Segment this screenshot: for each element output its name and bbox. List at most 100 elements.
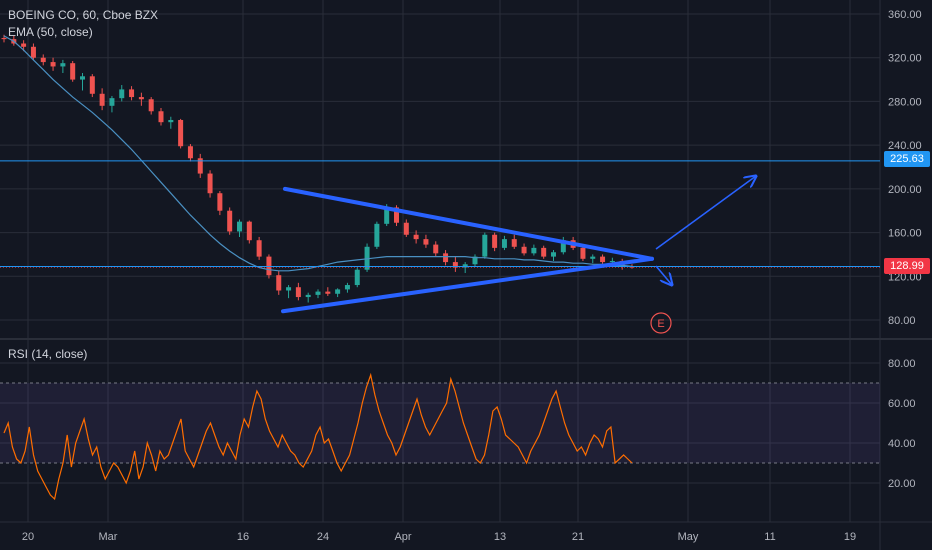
- time-tick-label[interactable]: 13: [494, 531, 506, 543]
- price-axis[interactable]: 360.00 320.00 280.00 240.00 200.00 160.00 120.…: [888, 9, 922, 490]
- candle[interactable]: [30, 46, 36, 58]
- candle[interactable]: [256, 240, 262, 257]
- candle[interactable]: [462, 264, 468, 268]
- rsi-line[interactable]: [3, 372, 633, 501]
- rsi-pane[interactable]: [0, 372, 880, 501]
- ema-legend-label[interactable]: EMA (50, close): [8, 25, 93, 39]
- candle[interactable]: [266, 256, 272, 276]
- candle[interactable]: [80, 76, 85, 80]
- candle[interactable]: [521, 246, 527, 254]
- time-tick-label[interactable]: 24: [317, 531, 329, 543]
- candle[interactable]: [325, 291, 331, 294]
- price-tick-label[interactable]: 160.00: [888, 228, 922, 240]
- rsi-tick-label[interactable]: 40.00: [888, 438, 916, 450]
- candle[interactable]: [237, 221, 242, 232]
- candle[interactable]: [99, 93, 105, 106]
- candle[interactable]: [70, 63, 76, 80]
- candle[interactable]: [148, 99, 154, 112]
- candle[interactable]: [551, 252, 556, 257]
- candle[interactable]: [197, 158, 203, 174]
- candle[interactable]: [443, 253, 449, 263]
- candle[interactable]: [501, 239, 507, 248]
- triangle-upper-trendline[interactable]: [283, 186, 654, 261]
- time-tick-label[interactable]: 19: [844, 531, 856, 543]
- candle[interactable]: [138, 97, 144, 100]
- time-axis[interactable]: 20 Mar 16 24 Apr 13 21 May 11 19: [22, 531, 856, 543]
- candle[interactable]: [305, 294, 311, 298]
- rsi-legend-label[interactable]: RSI (14, close): [8, 347, 88, 361]
- time-tick-label[interactable]: 21: [572, 531, 584, 543]
- candle[interactable]: [433, 244, 439, 254]
- candle[interactable]: [344, 285, 350, 290]
- candle[interactable]: [168, 120, 174, 123]
- candle[interactable]: [531, 247, 537, 254]
- candle[interactable]: [158, 111, 164, 123]
- price-tick-label[interactable]: 120.00: [888, 271, 922, 283]
- time-tick-label[interactable]: Mar: [99, 531, 118, 543]
- candle[interactable]: [129, 89, 135, 98]
- breakout-up-arrow[interactable]: [655, 176, 756, 250]
- candle[interactable]: [452, 262, 458, 268]
- candle[interactable]: [580, 247, 586, 259]
- candle[interactable]: [423, 239, 429, 245]
- candle[interactable]: [374, 223, 380, 247]
- candle[interactable]: [609, 260, 615, 263]
- earnings-marker-label[interactable]: E: [657, 318, 664, 330]
- candle[interactable]: [1, 38, 7, 40]
- candle[interactable]: [187, 146, 193, 159]
- time-tick-label[interactable]: 16: [237, 531, 249, 543]
- candle[interactable]: [40, 57, 46, 63]
- triangle-lower-trendline[interactable]: [281, 256, 654, 314]
- price-tick-label[interactable]: 200.00: [888, 184, 922, 196]
- rsi-tick-label[interactable]: 20.00: [888, 478, 916, 490]
- candle[interactable]: [472, 256, 478, 265]
- candle[interactable]: [119, 89, 125, 99]
- candle[interactable]: [492, 234, 498, 248]
- candle[interactable]: [354, 269, 360, 286]
- time-tick-label[interactable]: 20: [22, 531, 34, 543]
- candle[interactable]: [50, 62, 56, 67]
- candle[interactable]: [335, 289, 341, 294]
- candle[interactable]: [246, 221, 252, 241]
- price-tick-label[interactable]: 280.00: [888, 96, 922, 108]
- candle[interactable]: [541, 247, 547, 257]
- candle[interactable]: [286, 287, 292, 291]
- candle[interactable]: [413, 234, 419, 240]
- candle[interactable]: [178, 120, 184, 147]
- time-tick-label[interactable]: May: [678, 531, 699, 543]
- candle[interactable]: [315, 291, 321, 295]
- candle[interactable]: [590, 256, 596, 259]
- symbol-title[interactable]: BOEING CO, 60, Cboe BZX: [8, 8, 159, 22]
- candle[interactable]: [89, 76, 95, 94]
- price-tick-label[interactable]: 80.00: [888, 315, 916, 327]
- breakout-down-arrow[interactable]: [655, 265, 672, 285]
- candle[interactable]: [394, 207, 399, 223]
- candle[interactable]: [60, 63, 66, 67]
- candle[interactable]: [227, 210, 233, 232]
- earnings-marker-icon[interactable]: [650, 312, 672, 334]
- candle[interactable]: [560, 240, 566, 253]
- candle[interactable]: [511, 239, 517, 247]
- price-tick-label[interactable]: 240.00: [888, 140, 922, 152]
- time-tick-label[interactable]: Apr: [394, 531, 411, 543]
- price-tick-label[interactable]: 320.00: [888, 53, 922, 65]
- price-pane[interactable]: [1, 34, 635, 303]
- candle[interactable]: [217, 193, 223, 211]
- candle[interactable]: [109, 98, 115, 106]
- price-tick-label[interactable]: 360.00: [888, 9, 922, 21]
- rsi-tick-label[interactable]: 60.00: [888, 398, 916, 410]
- candle[interactable]: [207, 173, 213, 194]
- candle[interactable]: [276, 275, 282, 291]
- pattern-drawings[interactable]: E: [0, 160, 880, 334]
- candle[interactable]: [600, 256, 606, 263]
- candle[interactable]: [482, 234, 488, 257]
- time-tick-label[interactable]: 11: [764, 531, 775, 543]
- candle[interactable]: [403, 222, 409, 235]
- candle[interactable]: [21, 43, 27, 47]
- candle[interactable]: [384, 207, 390, 224]
- rsi-tick-label[interactable]: 80.00: [888, 358, 916, 370]
- candle[interactable]: [295, 287, 301, 298]
